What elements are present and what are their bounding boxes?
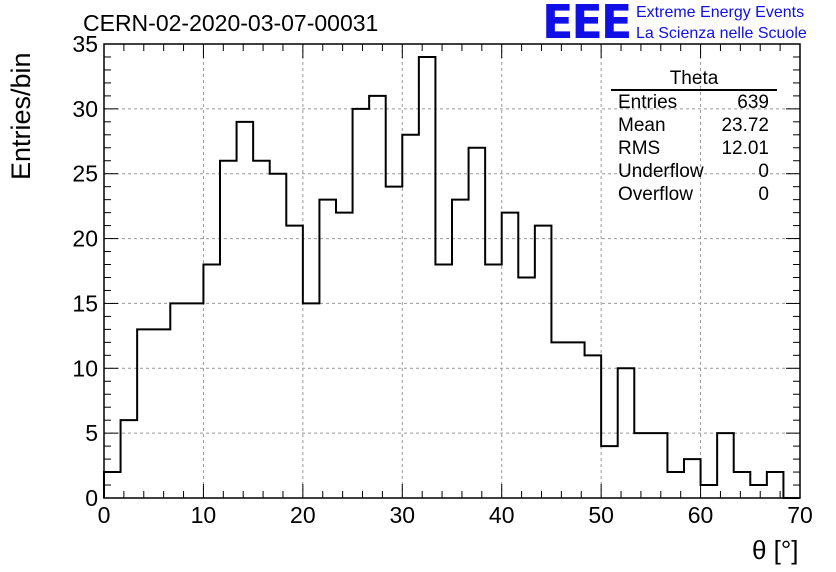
histogram-bin xyxy=(369,96,386,498)
histogram-bin xyxy=(137,329,154,498)
y-axis-label: Entries/bin xyxy=(6,52,36,180)
eee-logo: EEE xyxy=(542,0,632,49)
histogram-bin xyxy=(535,226,552,498)
histogram-bin xyxy=(353,109,370,498)
stats-value: 0 xyxy=(758,161,769,182)
stats-label: Overflow xyxy=(618,184,693,205)
histogram-bin xyxy=(154,329,171,498)
histogram-bin xyxy=(319,200,336,498)
x-tick-label: 20 xyxy=(290,502,316,528)
histogram-bin xyxy=(386,187,403,498)
histogram-bin xyxy=(452,200,469,498)
histogram-bin xyxy=(701,485,718,498)
stats-value: 23.72 xyxy=(721,115,769,136)
y-tick-label: 20 xyxy=(72,226,98,252)
histogram-bin xyxy=(402,135,419,498)
histogram-bin xyxy=(419,57,436,498)
x-tick-label: 10 xyxy=(191,502,217,528)
histogram-outline xyxy=(103,55,800,499)
stats-title: Theta xyxy=(611,68,777,91)
y-tick-label: 25 xyxy=(72,161,98,187)
histogram-bin xyxy=(767,472,784,498)
histogram-bin xyxy=(667,472,684,498)
stats-value: 12.01 xyxy=(721,138,769,159)
tick-labels: 0 10 20 30 40 50 60 70 0 5 10 15 20 25 30 35 xyxy=(72,31,812,528)
histogram-bin xyxy=(469,148,486,498)
histogram-bin xyxy=(684,459,701,498)
stats-row-entries: Entries 639 xyxy=(611,91,777,114)
x-tick-label: 40 xyxy=(489,502,515,528)
x-tick-label: 30 xyxy=(389,502,415,528)
histogram-bin xyxy=(750,485,767,498)
histogram-bin xyxy=(734,472,751,498)
histogram-bin xyxy=(187,303,204,498)
histogram-bin xyxy=(303,303,320,498)
histogram-bin xyxy=(518,277,535,498)
histogram-bin xyxy=(651,433,668,498)
histogram-bin xyxy=(502,213,519,498)
stats-row-mean: Mean 23.72 xyxy=(611,114,777,137)
histogram-bin xyxy=(203,265,220,498)
y-tick-label: 30 xyxy=(72,96,98,122)
histogram-bin xyxy=(336,213,353,498)
y-tick-label: 35 xyxy=(72,31,98,57)
y-tick-label: 10 xyxy=(72,355,98,381)
run-title: CERN-02-2020-03-07-00031 xyxy=(83,10,379,36)
histogram-bin xyxy=(121,420,138,498)
x-tick-label: 0 xyxy=(98,502,111,528)
stats-label: Mean xyxy=(618,115,666,136)
histogram-bin xyxy=(601,446,618,498)
stats-box: Theta Entries 639 Mean 23.72 RMS 12.01 U… xyxy=(611,68,777,206)
histogram-bin xyxy=(485,265,502,498)
stats-row-underflow: Underflow 0 xyxy=(611,160,777,183)
histogram-bin xyxy=(237,122,254,498)
x-tick-label: 50 xyxy=(588,502,614,528)
histogram-bin xyxy=(286,226,303,498)
histogram-bin xyxy=(634,433,651,498)
stats-label: Entries xyxy=(618,92,678,113)
stats-row-rms: RMS 12.01 xyxy=(611,137,777,160)
y-tick-label: 0 xyxy=(85,485,98,511)
histogram-bin xyxy=(170,303,187,498)
plot-frame xyxy=(103,43,801,499)
histogram-bin xyxy=(585,355,602,498)
org-name: Extreme Energy Events xyxy=(636,4,805,21)
histogram-bin xyxy=(253,161,270,498)
histogram-bin xyxy=(220,161,237,498)
histogram-bin xyxy=(551,342,568,498)
histogram-bin xyxy=(435,265,452,498)
x-tick-label: 70 xyxy=(787,502,813,528)
stats-value: 0 xyxy=(758,184,769,205)
histogram-bin xyxy=(717,433,734,498)
x-axis-label: θ [°] xyxy=(752,535,799,565)
y-tick-label: 15 xyxy=(72,290,98,316)
histogram-bin xyxy=(568,342,585,498)
org-tagline: La Scienza nelle Scuole xyxy=(636,25,807,42)
stats-label: Underflow xyxy=(618,161,704,182)
axis-ticks xyxy=(103,43,801,499)
x-tick-label: 60 xyxy=(688,502,714,528)
stats-row-overflow: Overflow 0 xyxy=(611,183,777,206)
stats-label: RMS xyxy=(618,138,661,159)
y-tick-label: 5 xyxy=(85,420,98,446)
stats-value: 639 xyxy=(737,92,769,113)
histogram-bin xyxy=(270,174,287,498)
